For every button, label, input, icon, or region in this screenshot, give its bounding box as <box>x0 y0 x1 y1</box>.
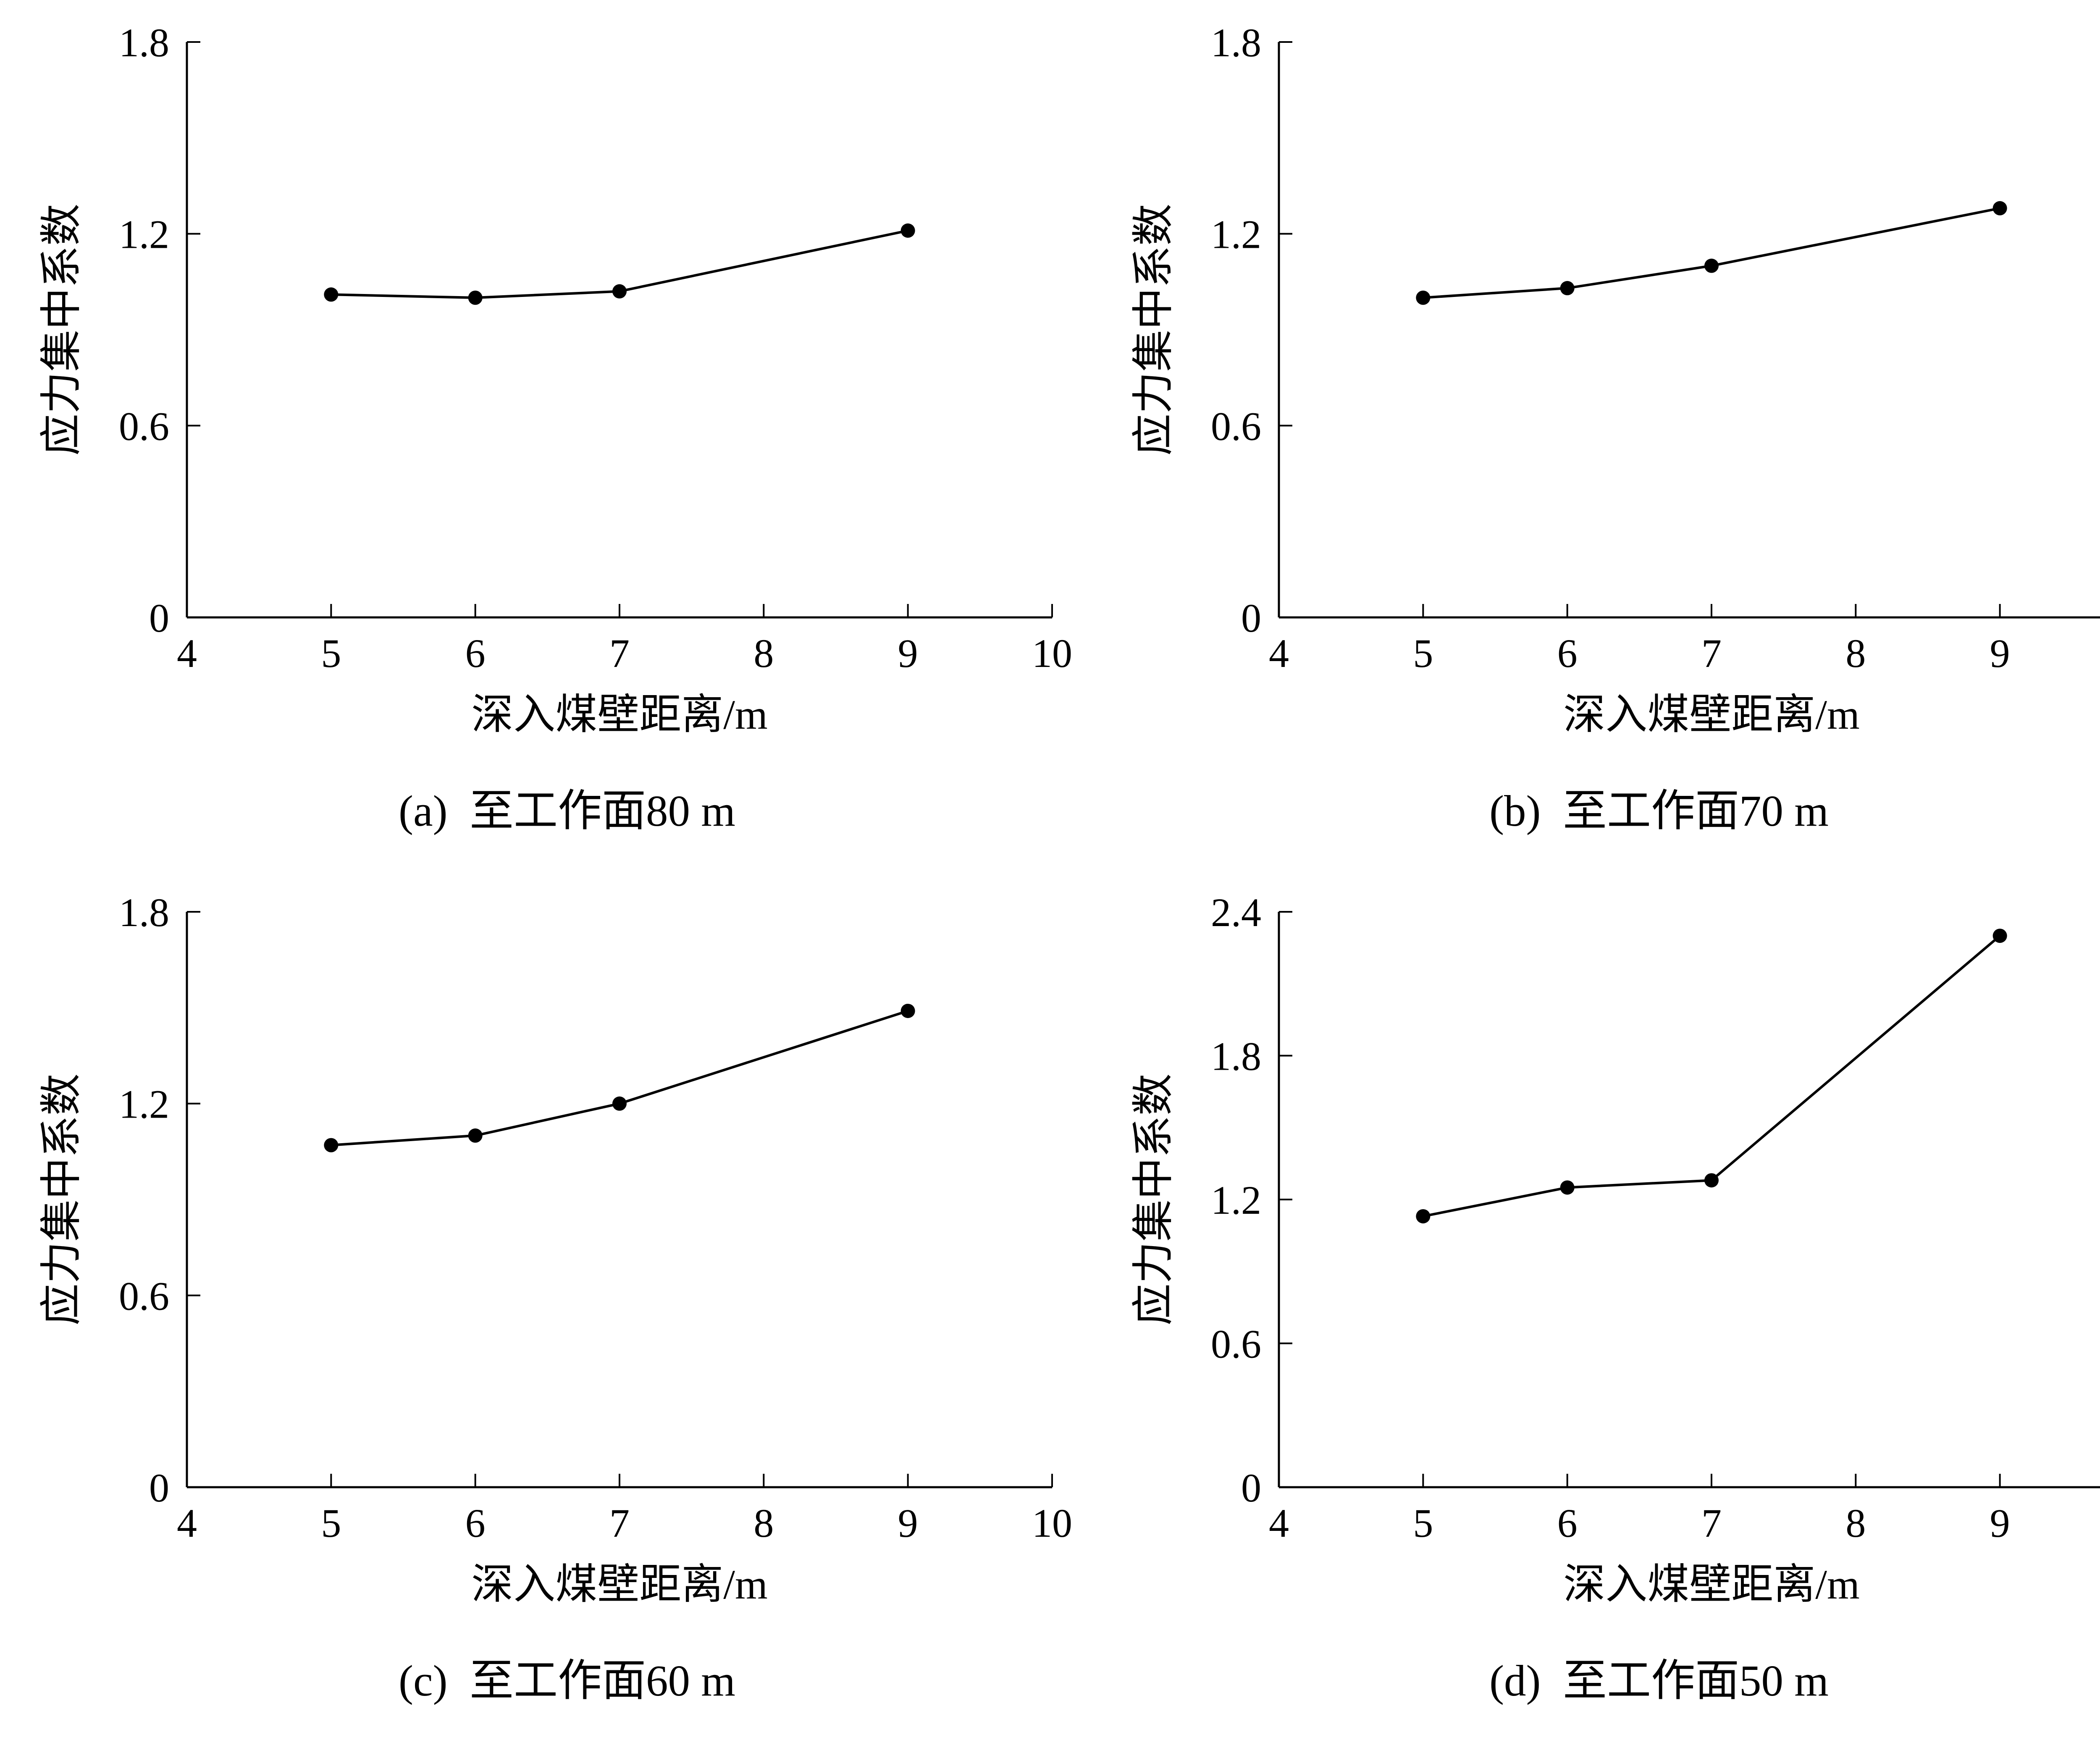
y-tick-label: 2.4 <box>1211 890 1261 935</box>
data-point <box>612 284 627 299</box>
data-point <box>1560 1180 1575 1194</box>
chart-c: 4 5 6 7 8 9 10 0 0.6 1.2 1.8 深入煤壁距离/m 应力集中系数 (c) 至工作… <box>21 878 1113 1748</box>
y-tick-label: 0 <box>149 1465 169 1510</box>
y-tick-label: 0.6 <box>1211 404 1261 449</box>
data-point <box>1704 258 1719 273</box>
y-axis-label: 应力集中系数 <box>38 1074 85 1326</box>
data-point <box>1560 281 1575 296</box>
data-line <box>1423 207 2000 299</box>
data-point <box>468 1128 483 1143</box>
x-tick-label: 10 <box>1032 1501 1072 1546</box>
chart-a-plot: 4 5 6 7 8 9 10 0 0.6 1.2 1.8 深入煤壁距离/m 应力集中系数 <box>38 20 1072 738</box>
y-tick-label: 0 <box>1241 1465 1261 1510</box>
data-line <box>331 229 908 299</box>
y-tick-label: 1.2 <box>1211 212 1261 257</box>
x-axis-label: 深入煤壁距离/m <box>1563 691 1860 738</box>
x-tick-label: 7 <box>609 631 630 676</box>
chart-c-plot: 4 5 6 7 8 9 10 0 0.6 1.2 1.8 深入煤壁距离/m 应力集中系数 <box>38 890 1072 1608</box>
y-axis-label: 应力集中系数 <box>1130 204 1177 456</box>
data-line <box>1423 934 2001 1218</box>
x-tick-label: 5 <box>321 1501 341 1546</box>
x-tick-label: 7 <box>609 1501 630 1546</box>
data-point <box>612 1096 627 1111</box>
data-point <box>900 1003 915 1018</box>
x-tick-label: 6 <box>465 1501 486 1546</box>
x-tick-label: 8 <box>753 1501 774 1546</box>
data-point <box>1416 290 1431 305</box>
x-tick-label: 6 <box>1557 631 1578 676</box>
y-tick-label: 1.2 <box>119 212 169 257</box>
chart-a-caption: (a) 至工作面80 m <box>399 786 735 835</box>
y-tick-label: 1.2 <box>1211 1178 1261 1223</box>
y-axis-label: 应力集中系数 <box>38 204 85 456</box>
data-line <box>331 1009 908 1147</box>
x-tick-label: 10 <box>1032 631 1072 676</box>
x-tick-label: 8 <box>1845 631 1866 676</box>
chart-c-caption: (c) 至工作面60 m <box>399 1656 735 1705</box>
x-tick-label: 7 <box>1701 631 1722 676</box>
data-point <box>1992 201 2007 215</box>
chart-b-caption: (b) 至工作面70 m <box>1489 786 1829 835</box>
y-axis-label: 应力集中系数 <box>1130 1074 1177 1326</box>
y-tick-label: 0.6 <box>119 1273 169 1318</box>
x-tick-label: 6 <box>1557 1501 1578 1546</box>
data-point <box>468 290 483 305</box>
x-axis-label: 深入煤壁距离/m <box>471 691 768 738</box>
data-point <box>1704 1173 1719 1187</box>
x-axis-label: 深入煤壁距离/m <box>1563 1561 1860 1608</box>
data-point <box>900 223 915 238</box>
x-tick-label: 6 <box>465 631 486 676</box>
data-point <box>324 1138 339 1152</box>
chart-a: 4 5 6 7 8 9 10 0 0.6 1.2 1.8 深入煤壁距离/m 应力集中系数 (a) 至工作… <box>21 8 1113 878</box>
x-tick-label: 9 <box>898 631 918 676</box>
y-tick-label: 1.8 <box>1211 1034 1261 1079</box>
y-tick-label: 0 <box>1241 596 1261 640</box>
chart-d-caption: (d) 至工作面50 m <box>1489 1656 1829 1705</box>
x-tick-label: 9 <box>1990 631 2010 676</box>
data-point <box>324 287 339 302</box>
x-tick-label: 9 <box>1990 1501 2010 1546</box>
x-tick-label: 5 <box>1413 1501 1433 1546</box>
y-tick-label: 1.2 <box>119 1081 169 1126</box>
x-tick-label: 7 <box>1701 1501 1722 1546</box>
data-point <box>1992 928 2007 943</box>
y-tick-label: 1.8 <box>119 890 169 935</box>
y-tick-label: 0 <box>149 596 169 640</box>
x-axis-label: 深入煤壁距离/m <box>471 1561 768 1608</box>
x-tick-label: 4 <box>177 1501 197 1546</box>
y-tick-label: 0.6 <box>119 404 169 449</box>
x-tick-label: 4 <box>1269 1501 1289 1546</box>
y-tick-label: 0.6 <box>1211 1321 1261 1366</box>
x-tick-label: 5 <box>321 631 341 676</box>
x-tick-label: 4 <box>177 631 197 676</box>
x-tick-label: 8 <box>753 631 774 676</box>
y-tick-label: 1.8 <box>119 20 169 65</box>
x-tick-label: 8 <box>1845 1501 1866 1546</box>
x-tick-label: 9 <box>898 1501 918 1546</box>
x-tick-label: 4 <box>1269 631 1289 676</box>
y-tick-label: 1.8 <box>1211 20 1261 65</box>
data-point <box>1416 1209 1431 1223</box>
x-tick-label: 5 <box>1413 631 1433 676</box>
